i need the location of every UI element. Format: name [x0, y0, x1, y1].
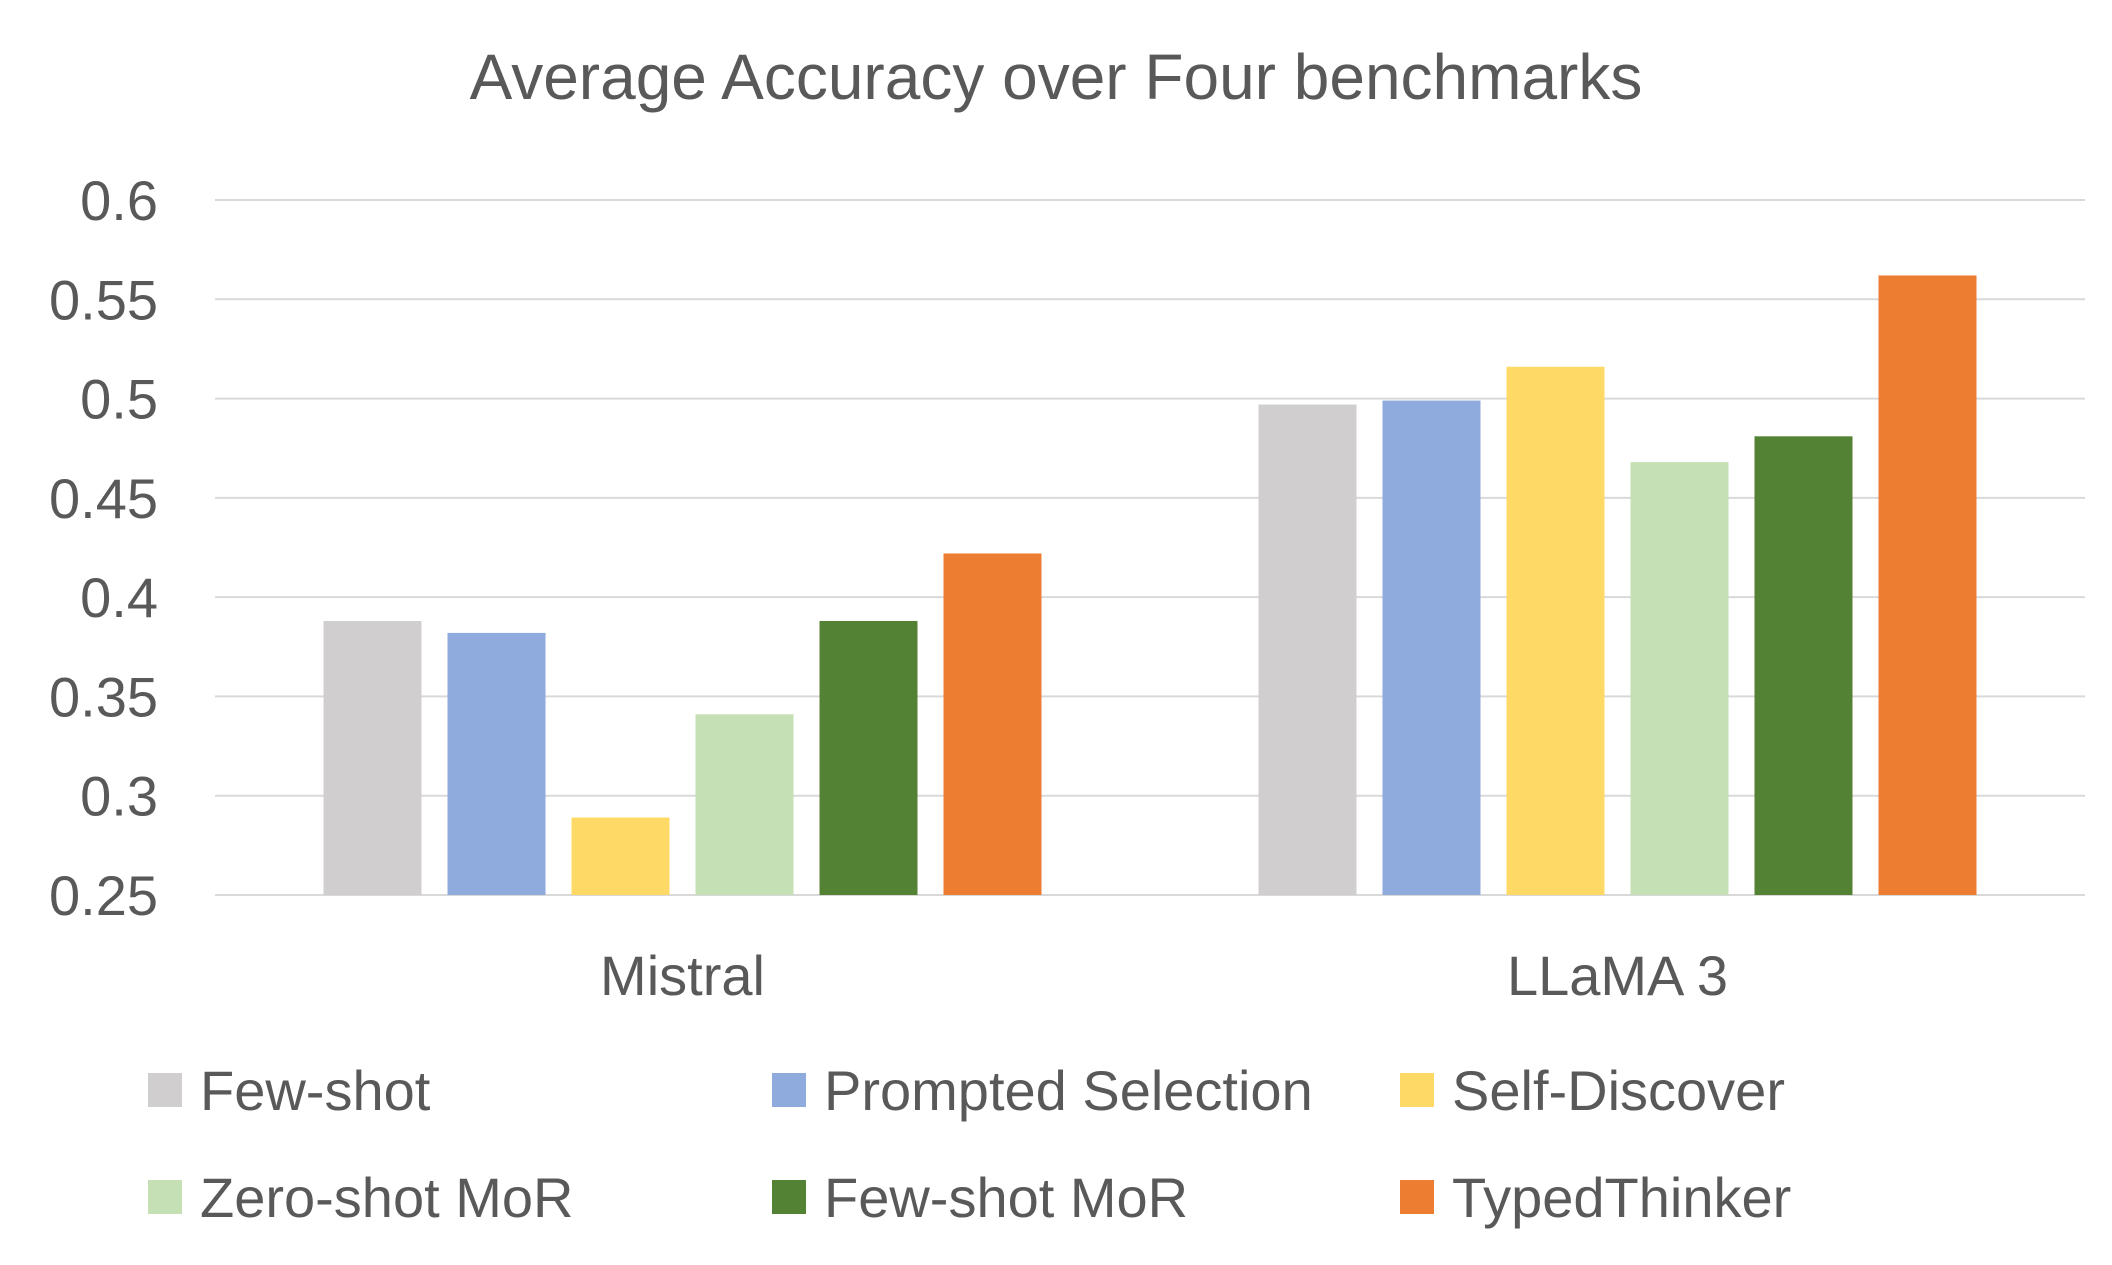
bar-self-discover-mistral: [571, 817, 670, 895]
bar-typedthinker-mistral: [943, 553, 1042, 895]
legend-item-few-shot-mor: Few-shot MoR: [772, 1157, 1188, 1237]
legend-label: Zero-shot MoR: [200, 1165, 574, 1229]
y-tick-label: 0.35: [49, 665, 158, 728]
bar-zero-shot-mor-mistral: [695, 714, 794, 895]
bar-prompted-selection-llama-3: [1382, 400, 1481, 895]
legend-item-typedthinker: TypedThinker: [1400, 1157, 1791, 1237]
y-tick-label: 0.55: [49, 268, 158, 331]
legend-label: Few-shot: [200, 1058, 431, 1122]
bar-typedthinker-llama-3: [1878, 275, 1977, 895]
legend-label: Prompted Selection: [824, 1058, 1313, 1122]
bar-few-shot-mor-mistral: [819, 620, 918, 895]
legend-swatch: [1400, 1180, 1434, 1214]
legend-swatch: [772, 1073, 806, 1107]
y-tick-label: 0.45: [49, 467, 158, 530]
bar-prompted-selection-mistral: [447, 632, 546, 895]
bar-few-shot-mistral: [323, 620, 422, 895]
legend-label: Self-Discover: [1452, 1058, 1785, 1122]
bar-few-shot-mor-llama-3: [1754, 436, 1853, 895]
y-tick-label: 0.6: [80, 169, 158, 232]
legend-swatch: [772, 1180, 806, 1214]
y-tick-label: 0.25: [49, 864, 158, 927]
x-category-label: Mistral: [600, 944, 765, 1007]
legend-item-few-shot: Few-shot: [148, 1050, 430, 1130]
x-category-label: LLaMA 3: [1507, 944, 1728, 1007]
chart-title: Average Accuracy over Four benchmarks: [469, 41, 1643, 113]
bar-self-discover-llama-3: [1506, 366, 1605, 895]
legend-swatch: [148, 1073, 182, 1107]
y-tick-label: 0.4: [80, 566, 158, 629]
legend-item-prompted-selection: Prompted Selection: [772, 1050, 1313, 1130]
y-tick-label: 0.3: [80, 765, 158, 828]
legend-label: Few-shot MoR: [824, 1165, 1189, 1229]
legend-item-self-discover: Self-Discover: [1400, 1050, 1785, 1130]
legend-swatch: [1400, 1073, 1434, 1107]
y-tick-label: 0.5: [80, 368, 158, 431]
bar-zero-shot-mor-llama-3: [1630, 462, 1729, 895]
legend-item-zero-shot-mor: Zero-shot MoR: [148, 1157, 573, 1237]
chart-legend: Few-shot Prompted Selection Self-Discove…: [148, 1050, 2048, 1250]
bar-few-shot-llama-3: [1258, 404, 1357, 895]
legend-label: TypedThinker: [1452, 1165, 1792, 1229]
legend-swatch: [148, 1180, 182, 1214]
